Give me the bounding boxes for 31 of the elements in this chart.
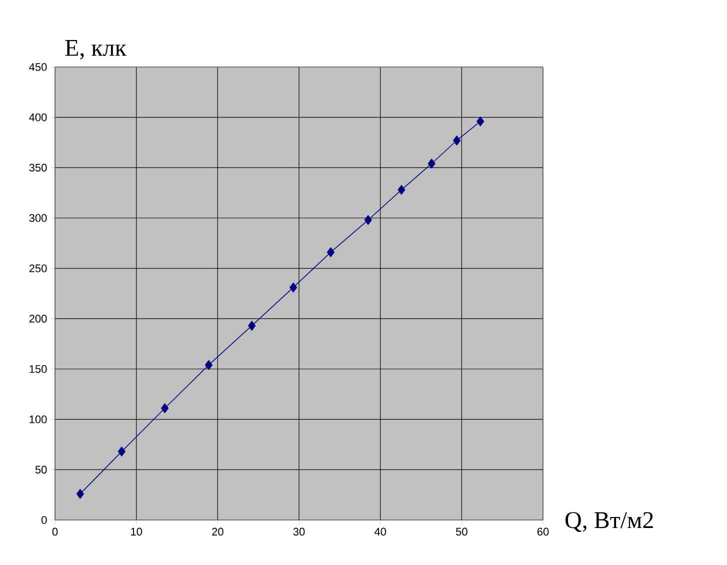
y-tick-label: 250 <box>29 264 47 272</box>
point <box>248 320 256 331</box>
y-tick-label: 350 <box>29 164 47 172</box>
point <box>290 282 298 292</box>
x-tick-label: 40 <box>374 528 386 536</box>
y-tick-label: 400 <box>29 113 47 122</box>
point <box>453 136 461 146</box>
y-tick-label: 50 <box>35 466 47 474</box>
point <box>118 446 126 456</box>
y-tick-label: 100 <box>30 415 47 424</box>
point <box>476 116 484 126</box>
x-tick-label: 30 <box>293 528 305 536</box>
y-tick-label: 300 <box>29 214 47 222</box>
point <box>161 403 169 414</box>
y-tick-label: 0 <box>42 516 47 524</box>
point <box>76 488 84 499</box>
point <box>428 158 436 169</box>
point <box>204 360 212 370</box>
x-tick-label: 60 <box>537 528 549 536</box>
point <box>364 215 372 225</box>
y-axis-title: E, клк <box>65 40 126 60</box>
x-tick-label: 10 <box>131 528 142 536</box>
y-tick-label: 150 <box>30 365 47 373</box>
point <box>398 184 406 195</box>
y-tick-label: 200 <box>29 314 47 323</box>
point <box>326 247 334 258</box>
x-tick-label: 20 <box>212 528 224 536</box>
x-tick-label: 50 <box>456 528 468 536</box>
x-tick-label: 0 <box>52 528 58 536</box>
y-tick-label: 450 <box>29 63 47 71</box>
x-axis-title: Q, Вт/м2 <box>566 512 653 532</box>
